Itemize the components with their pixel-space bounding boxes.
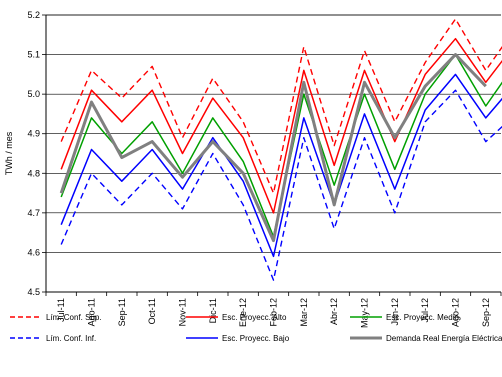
x-tick-label: Sep-12 <box>481 298 491 327</box>
x-tick-label: May-12 <box>360 298 370 328</box>
y-tick-label: 4.5 <box>27 287 40 297</box>
y-tick-label: 4.9 <box>27 129 40 139</box>
gridlines <box>46 14 501 253</box>
legend-label: Esc. Proyecc. Bajo <box>222 334 290 343</box>
legend-label: Lím. Conf. Sup. <box>46 313 102 322</box>
series-line <box>60 89 502 281</box>
legend-label: Lím. Conf. Inf. <box>46 334 96 343</box>
series-line <box>59 53 487 243</box>
x-tick-label: Ago-12 <box>451 298 461 327</box>
legend-label: Esc. Proyecc. Medio <box>386 313 459 322</box>
x-tick-label: Jul-12 <box>420 298 430 323</box>
x-tick-label: Ene-12 <box>238 298 248 327</box>
y-tick-label: 5.2 <box>27 10 40 20</box>
axes <box>45 14 501 293</box>
x-tick-label: Sep-11 <box>117 298 127 326</box>
series-lines <box>59 18 502 281</box>
x-tick-label: Mar-12 <box>299 298 309 327</box>
x-tick-label: Oct-11 <box>147 298 157 324</box>
legend-label: Demanda Real Energía Eléctrica <box>386 334 502 343</box>
x-axis-ticks: Jul-11 Ago-11 Sep-11 Oct-11 Nov-11 Dic-11 Ene-… <box>45 292 502 328</box>
y-tick-label: 5.1 <box>27 50 40 60</box>
x-tick-label: Nov-11 <box>178 298 188 326</box>
y-tick-label: 4.6 <box>27 247 40 257</box>
y-tick-label: 4.8 <box>27 168 40 178</box>
x-tick-label: Jul-11 <box>56 298 66 322</box>
x-tick-label: Abr-12 <box>329 298 339 325</box>
y-axis-title: TWh / mes <box>4 131 14 175</box>
legend: Lím. Conf. Sup. Esc. Proyecc. Alto Esc. Pr… <box>10 313 502 343</box>
y-tick-label: 5.0 <box>27 89 40 99</box>
x-tick-label: Feb-12 <box>269 298 279 327</box>
x-tick-label: Dic-11 <box>208 298 218 323</box>
y-tick-label: 4.7 <box>27 208 40 218</box>
x-tick-label: Ago-11 <box>87 298 97 326</box>
x-tick-label: Jun-12 <box>390 298 400 326</box>
series-line <box>60 53 502 238</box>
series-line <box>60 73 502 258</box>
series-line <box>60 37 502 214</box>
y-axis-ticks: 4.5 4.6 4.7 4.8 4.9 5.0 5.1 5.2 <box>27 10 46 297</box>
series-line <box>60 18 502 194</box>
legend-label: Esc. Proyecc. Alto <box>222 313 287 322</box>
